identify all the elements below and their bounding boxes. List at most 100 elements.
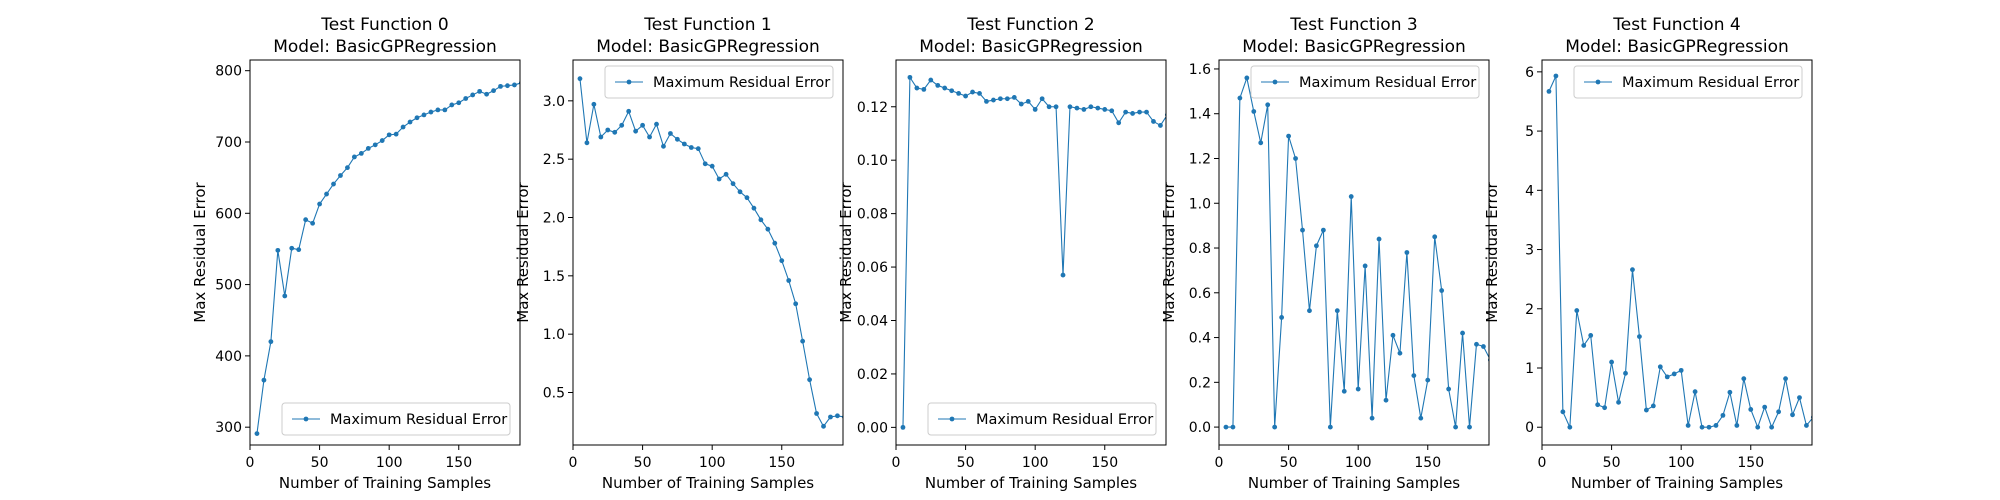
legend: Maximum Residual Error (1573, 65, 1803, 99)
legend-marker-swatch (949, 416, 955, 422)
data-point (1602, 405, 1608, 411)
legend-marker-swatch (1595, 79, 1601, 85)
data-point (1588, 333, 1594, 338)
data-point (1362, 263, 1368, 269)
legend-box (604, 65, 834, 99)
legend-box (1573, 65, 1803, 99)
data-point (1671, 371, 1677, 377)
data-point (793, 301, 799, 307)
data-point (491, 88, 496, 94)
axes-frame (895, 59, 1167, 446)
data-point (1293, 156, 1298, 161)
data-point (1376, 236, 1382, 242)
data-point (1355, 386, 1361, 392)
y-tick-label: 1.5 (543, 269, 565, 285)
data-point (470, 92, 476, 98)
data-point (661, 143, 666, 149)
x-tick-label: 100 (1022, 455, 1049, 471)
data-point (386, 132, 392, 138)
data-point (716, 176, 722, 182)
data-point (1279, 315, 1285, 320)
data-point (765, 226, 771, 232)
data-point (1018, 101, 1024, 107)
data-point (1481, 344, 1486, 349)
legend-box (281, 402, 511, 436)
data-point (414, 115, 420, 121)
data-point (963, 93, 968, 99)
data-point (456, 100, 462, 106)
x-axis-label: Number of Training Samples (602, 474, 814, 492)
data-point (1699, 424, 1705, 430)
data-point (997, 96, 1003, 102)
data-point (1258, 140, 1264, 146)
y-tick-label: 1.6 (1189, 62, 1211, 78)
data-point (484, 91, 489, 97)
data-point (1320, 227, 1326, 233)
data-point (1474, 341, 1479, 347)
legend-box (927, 402, 1157, 436)
series-group (1223, 75, 1489, 430)
x-tick-label: 50 (957, 455, 975, 471)
x-tick-label: 0 (246, 455, 255, 471)
y-tick-label: 0.4 (1189, 331, 1211, 347)
data-point (1595, 402, 1601, 408)
y-tick-label: 500 (215, 278, 242, 294)
data-point (928, 77, 934, 83)
data-point (1151, 119, 1156, 124)
data-point (379, 138, 385, 143)
data-point (921, 86, 927, 92)
data-point (1032, 107, 1038, 112)
legend-label: Maximum Residual Error (330, 412, 507, 428)
data-point (1783, 376, 1788, 382)
data-point (310, 220, 316, 226)
y-axis-label: Max Residual Error (514, 181, 532, 322)
data-point (1123, 109, 1129, 115)
chart-title-line: Test Function 0 (320, 15, 448, 35)
data-point (702, 161, 708, 167)
data-point (1348, 194, 1354, 199)
series-line (1548, 75, 1812, 428)
data-point (505, 83, 510, 89)
y-tick-label: 0.06 (857, 260, 888, 276)
data-point (1664, 374, 1670, 380)
data-point (800, 338, 806, 344)
data-point (393, 131, 399, 137)
data-point (647, 134, 652, 140)
data-point (351, 154, 357, 160)
axes-frame (1218, 59, 1490, 446)
data-point (1741, 376, 1747, 382)
data-point (786, 278, 792, 283)
data-point (1411, 373, 1417, 379)
data-point (737, 189, 743, 195)
data-point (835, 413, 840, 419)
data-point (261, 377, 267, 383)
data-point (914, 85, 920, 91)
y-tick-label: 0.8 (1189, 241, 1211, 257)
data-point (1144, 109, 1149, 115)
data-point (1637, 334, 1642, 340)
data-point (1439, 288, 1445, 293)
y-tick-label: 1.0 (543, 327, 565, 343)
data-point (821, 423, 826, 429)
legend: Maximum Residual Error (927, 402, 1157, 436)
data-point (984, 99, 989, 104)
data-point (991, 97, 996, 103)
data-point (1223, 424, 1229, 430)
y-tick-label: 400 (215, 349, 242, 365)
y-tick-label: 600 (215, 206, 242, 222)
legend-marker-swatch (626, 79, 632, 85)
data-point (1630, 267, 1635, 273)
x-tick-label: 100 (1668, 455, 1695, 471)
data-point (1390, 332, 1396, 338)
data-point (1748, 407, 1754, 412)
data-point (1237, 95, 1243, 101)
x-tick-label: 150 (768, 455, 795, 471)
x-axis-label: Number of Training Samples (925, 474, 1137, 492)
data-point (1081, 107, 1087, 112)
data-point (1404, 250, 1410, 255)
data-point (289, 245, 295, 251)
